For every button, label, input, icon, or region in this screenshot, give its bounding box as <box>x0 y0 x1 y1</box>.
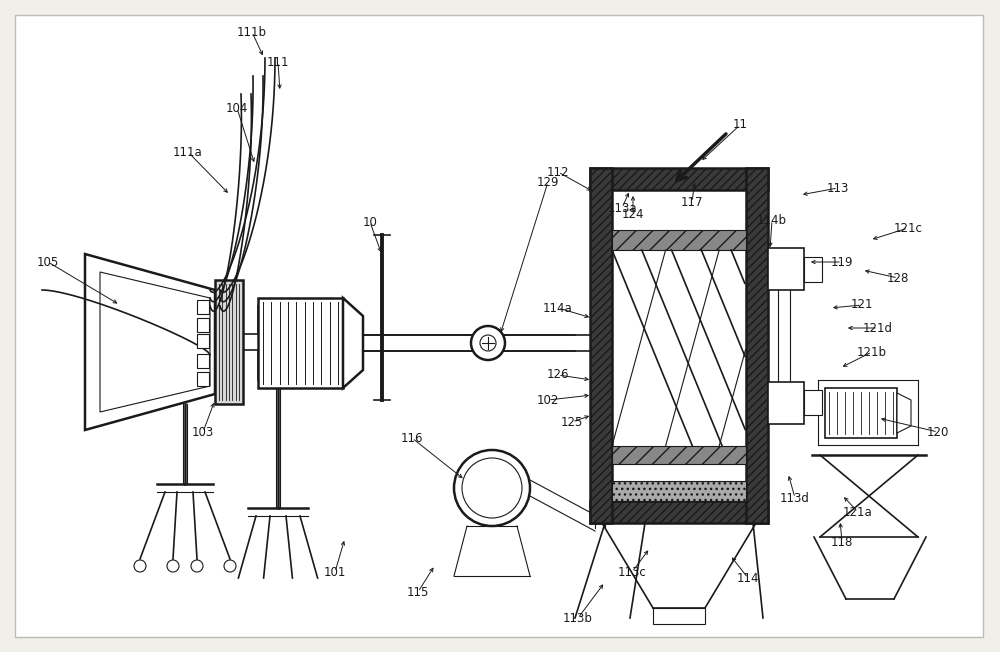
Bar <box>612 190 746 501</box>
Text: 128: 128 <box>887 271 909 284</box>
Circle shape <box>134 560 146 572</box>
Bar <box>197 372 209 386</box>
Bar <box>197 318 209 332</box>
Text: 121b: 121b <box>857 346 887 359</box>
Bar <box>768 382 804 424</box>
Text: 124: 124 <box>622 209 644 222</box>
Text: 102: 102 <box>537 394 559 406</box>
Text: 104: 104 <box>226 102 248 115</box>
Text: 121c: 121c <box>894 222 922 235</box>
Bar <box>612 230 746 250</box>
Text: 118: 118 <box>831 535 853 548</box>
Bar <box>612 446 746 464</box>
Text: 113c: 113c <box>618 565 646 578</box>
Bar <box>590 168 612 523</box>
Text: 10: 10 <box>363 216 377 228</box>
Text: 121: 121 <box>851 299 873 312</box>
Text: 119: 119 <box>831 256 853 269</box>
Bar <box>653 608 705 624</box>
Text: 11: 11 <box>732 119 748 132</box>
Text: 115: 115 <box>407 585 429 599</box>
Bar <box>825 388 897 438</box>
Text: 121a: 121a <box>843 505 873 518</box>
Bar <box>197 300 209 314</box>
Circle shape <box>224 560 236 572</box>
Bar <box>590 501 768 523</box>
Circle shape <box>191 560 203 572</box>
Text: 116: 116 <box>401 432 423 445</box>
Text: 126: 126 <box>547 368 569 381</box>
Bar <box>804 390 822 415</box>
Text: 113d: 113d <box>780 492 810 505</box>
Polygon shape <box>897 393 911 433</box>
Circle shape <box>454 450 530 526</box>
Text: 121d: 121d <box>863 321 893 334</box>
Text: 103: 103 <box>192 426 214 439</box>
Bar <box>215 280 243 404</box>
Bar <box>258 298 343 388</box>
Text: 111b: 111b <box>237 25 267 38</box>
Polygon shape <box>343 298 363 388</box>
Bar <box>197 334 209 348</box>
Text: 113: 113 <box>827 181 849 194</box>
Text: 114b: 114b <box>757 213 787 226</box>
Text: 111a: 111a <box>173 145 203 158</box>
Bar <box>818 380 918 445</box>
Text: 114: 114 <box>737 572 759 584</box>
Polygon shape <box>85 254 215 430</box>
Text: 111: 111 <box>267 55 289 68</box>
Bar <box>746 168 768 523</box>
Bar <box>197 354 209 368</box>
Text: 112: 112 <box>547 166 569 179</box>
Circle shape <box>480 335 496 351</box>
Text: 117: 117 <box>681 196 703 209</box>
Text: 129: 129 <box>537 175 559 188</box>
Text: 105: 105 <box>37 256 59 269</box>
Circle shape <box>462 458 522 518</box>
Text: 113b: 113b <box>563 612 593 625</box>
Bar <box>590 168 768 190</box>
Polygon shape <box>100 272 210 412</box>
Circle shape <box>167 560 179 572</box>
Text: 125: 125 <box>561 415 583 428</box>
Text: 114a: 114a <box>543 301 573 314</box>
Text: 101: 101 <box>324 565 346 578</box>
Text: 113a: 113a <box>607 201 637 215</box>
Bar <box>804 257 822 282</box>
Bar <box>768 248 804 290</box>
Text: 120: 120 <box>927 426 949 439</box>
Bar <box>612 481 746 501</box>
Circle shape <box>471 326 505 360</box>
